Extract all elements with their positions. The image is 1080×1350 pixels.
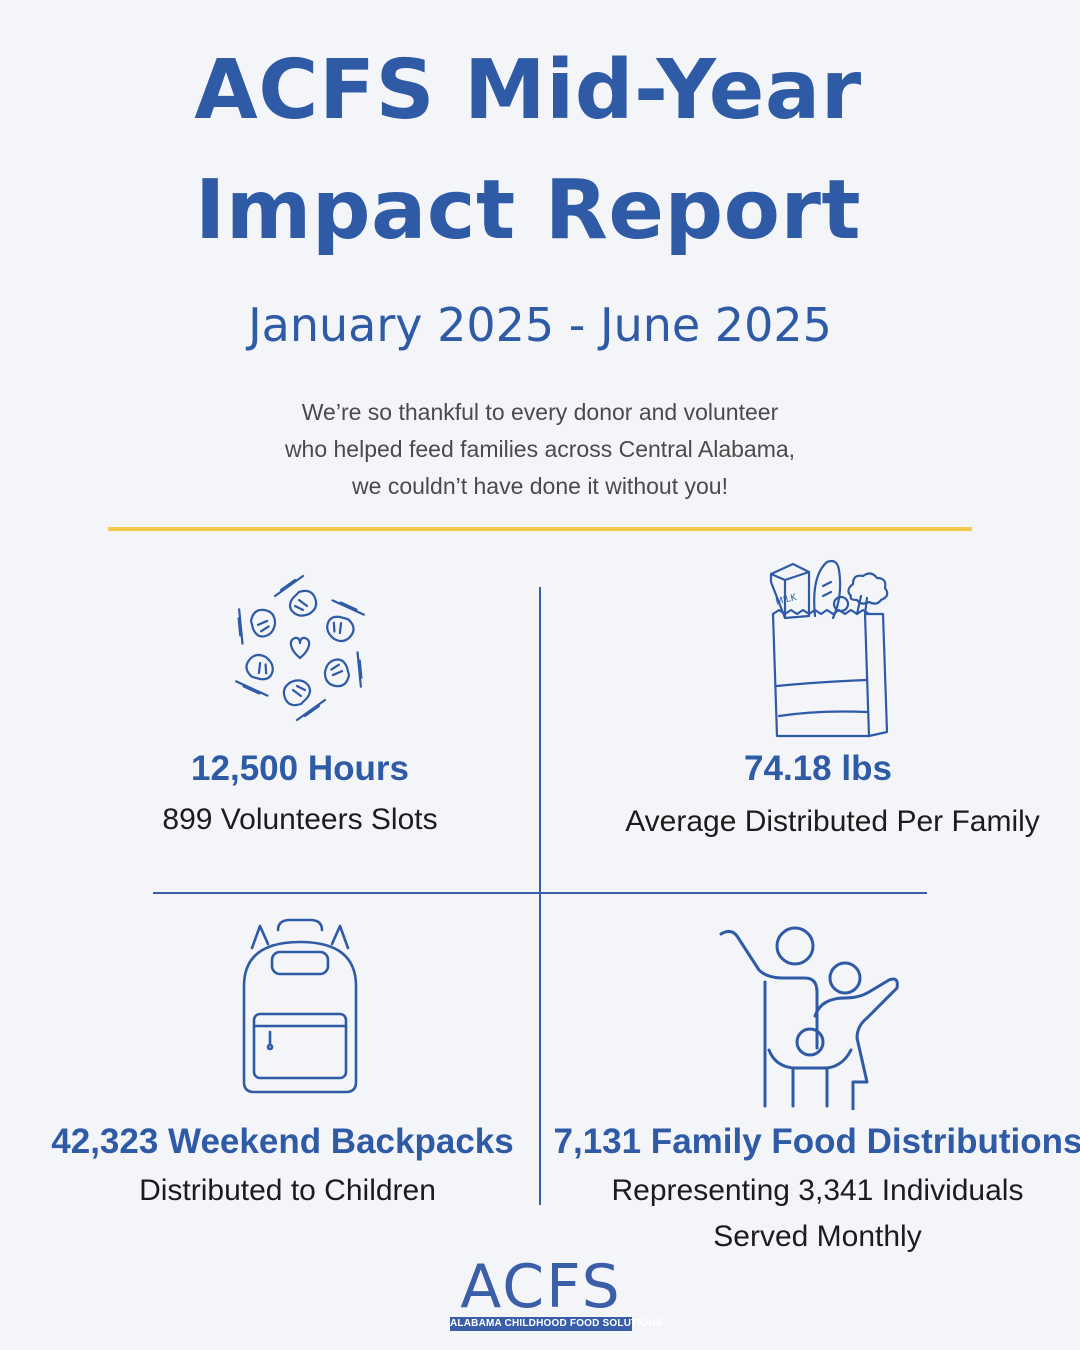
backpacks-label: Distributed to Children [139,1174,436,1207]
acfs-logo: ACFS ALABAMA CHILDHOOD FOOD SOLUTIONS [450,1252,663,1335]
vertical-divider [539,587,541,1205]
report-title-line-1: ACFS Mid-Year [194,43,862,138]
grocery-bag-icon: MILK [769,559,889,738]
logo-letters: ACFS [460,1252,622,1322]
horizontal-divider [153,892,927,894]
volunteer-slots-label: 899 Volunteers Slots [162,803,438,836]
pounds-per-family-label: Average Distributed Per Family [625,805,1040,838]
gold-divider [108,527,972,531]
date-range: January 2025 - June 2025 [248,298,832,352]
thank-you-message: We’re so thankful to every donor and vol… [0,394,1080,505]
volunteer-hands-icon [235,574,365,722]
thank-you-line-2: who helped feed families across Central … [284,436,796,462]
report-title-line-2: Impact Report [194,163,862,258]
thank-you-line-1: We’re so thankful to every donor and vol… [301,399,779,425]
served-monthly-label: Served Monthly [713,1220,922,1253]
svg-text:MILK: MILK [775,593,799,608]
backpack-icon [242,918,358,1094]
logo-tagline: ALABAMA CHILDHOOD FOOD SOLUTIONS [450,1317,663,1331]
individuals-served-label: Representing 3,341 Individuals [611,1174,1024,1207]
family-icon [719,926,899,1110]
pounds-per-family-value: 74.18 lbs [744,749,892,788]
family-distributions-value: 7,131 Family Food Distributions [553,1122,1080,1161]
volunteer-hours-value: 12,500 Hours [191,749,409,788]
thank-you-line-3: we couldn’t have done it without you! [352,473,728,499]
weekend-backpacks-value: 42,323 Weekend Backpacks [51,1122,514,1161]
